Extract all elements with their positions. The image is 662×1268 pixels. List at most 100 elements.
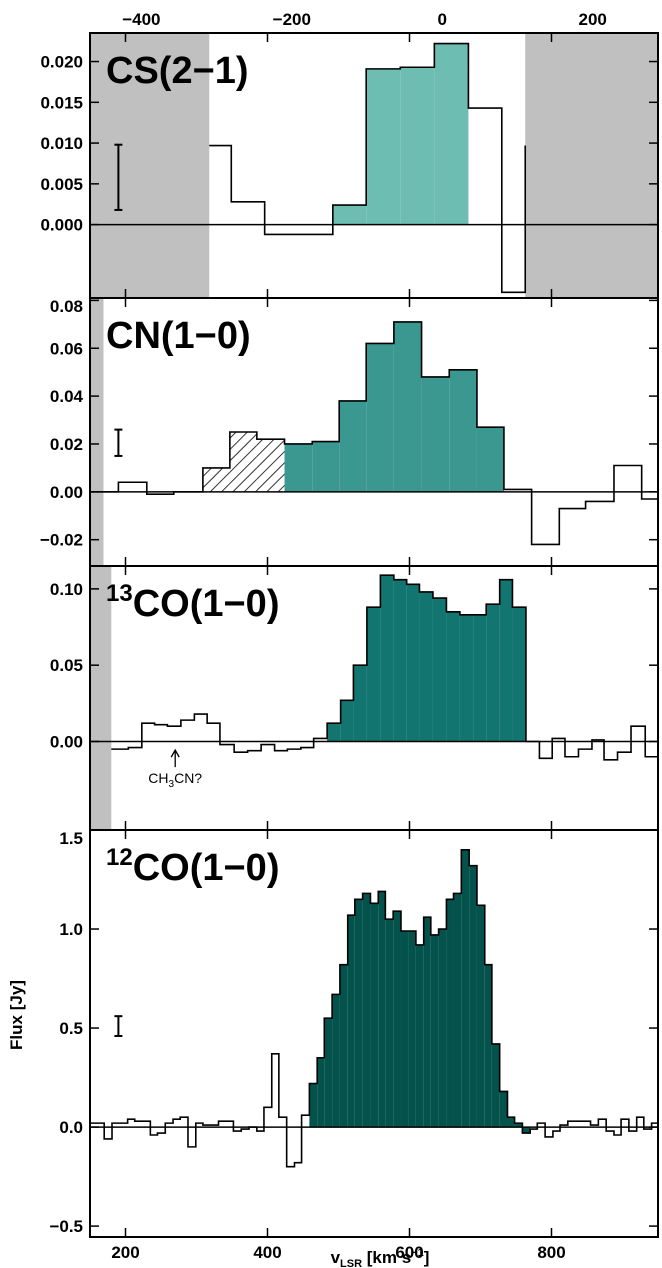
filled-bin (491, 1043, 500, 1128)
y-tick-label: 0.10 (50, 580, 83, 599)
shaded-region (90, 33, 210, 298)
y-tick-label: 0.05 (50, 656, 83, 675)
filled-bin (499, 1091, 508, 1128)
filled-bin (499, 579, 513, 742)
filled-bin (353, 665, 367, 742)
filled-bin (380, 575, 394, 742)
filled-bin (393, 911, 401, 1128)
filled-bin (366, 68, 401, 225)
filled-bin (446, 899, 454, 1128)
y-tick-label: 0.015 (40, 93, 83, 112)
panel-co12: −0.5 0.0 0.5 1.0 1.5 12CO(1−0) (49, 829, 659, 1238)
filled-bin (378, 891, 386, 1128)
filled-bin (332, 994, 340, 1128)
spectrum-step-line (90, 849, 658, 1168)
hatched-bin (202, 467, 230, 492)
hatched-bin (256, 439, 285, 492)
shaded-region (525, 33, 658, 298)
y-tick-label: 0.02 (50, 435, 83, 454)
filled-bin (438, 929, 447, 1128)
filled-bin (434, 43, 469, 225)
x-axis-title: vLSR [km s−1] (331, 1247, 430, 1268)
error-bar (114, 143, 123, 211)
filled-bin (393, 579, 407, 742)
filled-bin (522, 1127, 531, 1134)
filled-bin (446, 611, 460, 742)
filled-bin (421, 376, 450, 492)
filled-bin (366, 343, 394, 492)
error-bar (114, 428, 123, 457)
y-tick-label: 0.00 (50, 732, 83, 751)
annotation-text: CH3CN? (148, 770, 202, 790)
error-bar (114, 1015, 123, 1037)
filled-bin (461, 849, 470, 1128)
y-tick-label: −0.5 (49, 1217, 83, 1236)
y-axis-title: Flux [Jy] (7, 980, 26, 1050)
filled-bin (484, 964, 492, 1128)
filled-bin (415, 944, 424, 1128)
filled-bin (408, 931, 416, 1128)
y-tick-label: 0.5 (59, 1019, 83, 1038)
y-tick-label: 0.005 (40, 175, 83, 194)
panel-label-cs: CS(2−1) (106, 50, 249, 92)
filled-bin (385, 919, 394, 1128)
panel-label-co12: 12CO(1−0) (106, 844, 279, 889)
filled-bin (332, 205, 367, 225)
filled-bin (309, 1083, 318, 1128)
filled-bin (327, 723, 341, 742)
panel-cn: −0.02 0.00 0.02 0.04 0.06 0.08 CN(1−0) (40, 297, 659, 567)
x-tick-label: 200 (111, 1243, 139, 1262)
shaded-region (90, 566, 112, 830)
filled-bin (354, 899, 363, 1128)
filled-bin (406, 584, 420, 742)
filled-bin (340, 700, 354, 742)
filled-bin (393, 321, 422, 492)
filled-bin (347, 915, 355, 1128)
filled-bin (473, 614, 487, 742)
filled-bin (324, 1018, 333, 1128)
filled-bin (366, 607, 381, 742)
filled-bin (400, 67, 435, 225)
x-tick-label: 400 (253, 1243, 281, 1262)
y-tick-label: 0.0 (59, 1118, 83, 1137)
filled-bin (476, 905, 485, 1128)
filled-bin (514, 1123, 523, 1128)
filled-bin (362, 893, 371, 1128)
y-tick-label: 0.00 (50, 483, 83, 502)
filled-bin (459, 614, 474, 742)
x-tick-label: 600 (395, 1243, 423, 1262)
filled-bin (469, 865, 477, 1128)
x-tick-label: 800 (537, 1243, 565, 1262)
y-tick-label: 0.08 (50, 297, 83, 316)
filled-bin (339, 400, 367, 492)
panel-label-co13: 13CO(1−0) (106, 580, 279, 625)
filled-bin (453, 893, 462, 1128)
filled-bin (430, 934, 439, 1128)
panel-cs: 0.000 0.005 0.010 0.015 0.020 CS(2−1) (40, 32, 659, 299)
panel-frame (89, 829, 659, 1238)
y-tick-label: 0.020 (40, 53, 83, 72)
y-tick-label: 0.04 (50, 387, 84, 406)
filled-bin (476, 427, 504, 492)
spectrum-step-line (90, 321, 658, 546)
top-x-tick-label: −200 (273, 10, 311, 29)
top-x-tick-label: 200 (579, 10, 607, 29)
y-tick-label: 0.06 (50, 339, 83, 358)
y-tick-label: −0.02 (40, 531, 83, 550)
filled-bin (284, 443, 313, 492)
y-tick-label: 1.5 (59, 829, 83, 848)
filled-bin (449, 369, 477, 492)
panel-label-cn: CN(1−0) (106, 315, 251, 357)
spectrum-step-line (209, 42, 527, 294)
filled-bin (400, 931, 409, 1128)
filled-bin (370, 903, 379, 1128)
filled-bin (432, 598, 447, 742)
filled-bin (419, 591, 433, 742)
ch3cn-annotation: CH3CN? (148, 748, 202, 790)
y-tick-label: 0.000 (40, 216, 83, 235)
filled-bin (486, 604, 500, 742)
filled-bin (312, 441, 340, 492)
filled-bin (317, 1057, 325, 1128)
panel-co13: CH3CN? 0.00 0.05 0.10 13CO(1−0) (50, 565, 659, 831)
